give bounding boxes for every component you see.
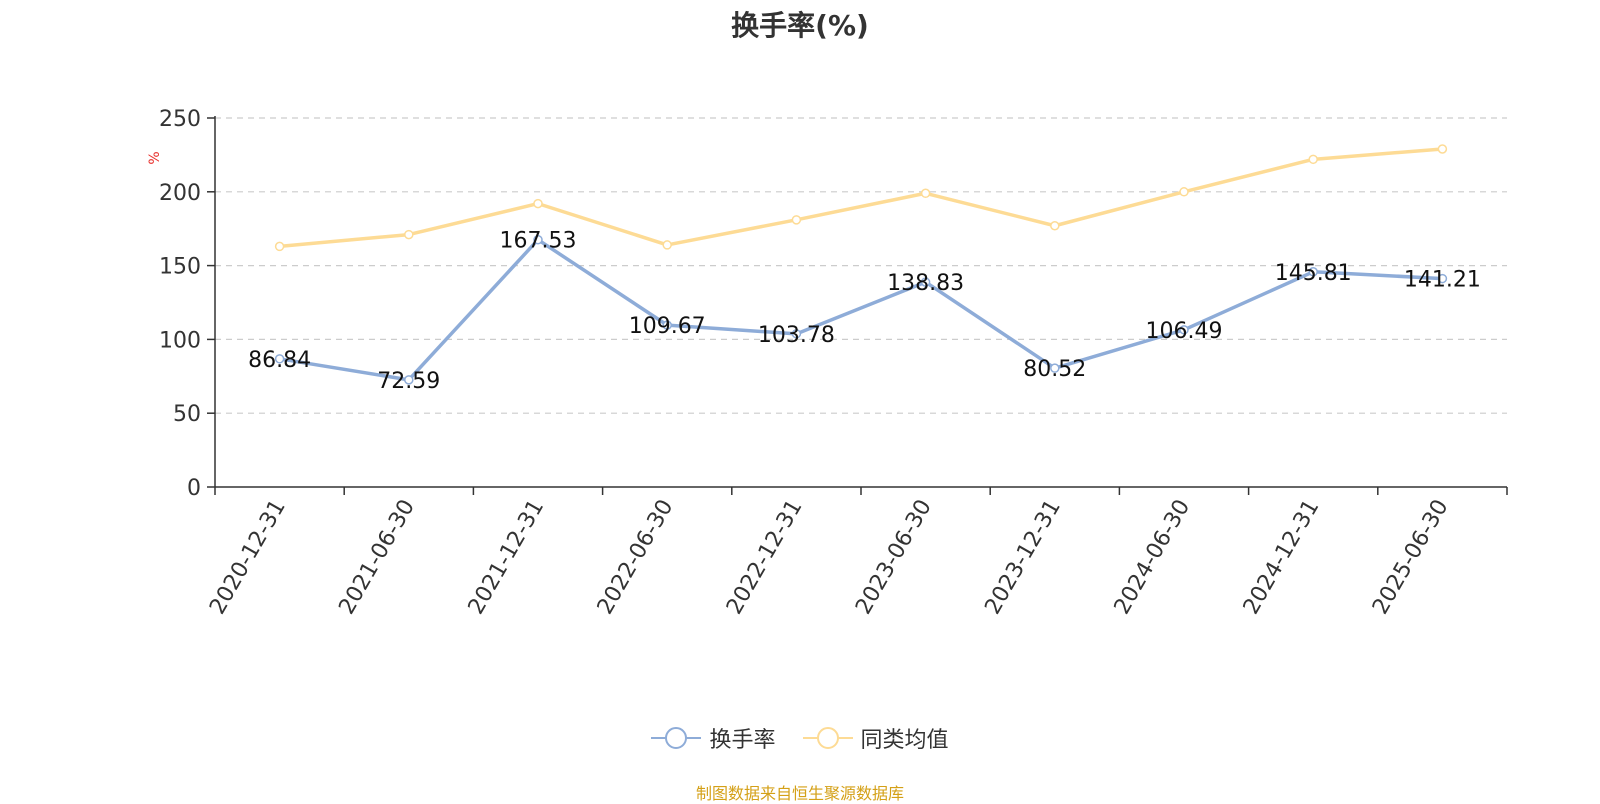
data-labels: 86.84 72.59 167.53 109.67 103.78 138.83 80.52 1… (248, 229, 1481, 394)
legend: 换手率 同类均值 (0, 722, 1600, 756)
data-point-peer-average (404, 229, 414, 240)
x-axis: 2020-12-31 2021-06-30 2021-12-31 2022-06-30… (205, 486, 1508, 619)
legend-line-circle-icon (802, 727, 853, 749)
data-point-turnover (1050, 363, 1060, 373)
x-tick-label: 2023-06-30 (851, 496, 937, 619)
data-point-turnover (791, 329, 802, 339)
y-tick-label: 0 (187, 476, 201, 501)
data-point-turnover (1308, 267, 1318, 277)
data-point-turnover (533, 234, 543, 245)
x-tick-label: 2021-06-30 (334, 496, 420, 619)
chart-title: 换手率(%) (731, 9, 869, 42)
data-point-peer-average (791, 215, 802, 225)
data-label: 141.21 (1404, 268, 1481, 293)
data-label: 72.59 (377, 369, 440, 394)
data-point-peer-average (533, 198, 543, 209)
data-point-turnover (1179, 325, 1189, 335)
data-point-turnover (1437, 273, 1448, 284)
x-tick-label: 2021-12-31 (464, 496, 550, 619)
legend-item-turnover[interactable]: 换手率 (651, 722, 776, 754)
y-tick-label: 250 (159, 107, 201, 132)
data-point-peer-average (662, 240, 672, 250)
data-label: 138.83 (887, 271, 964, 296)
data-label: 80.52 (1023, 357, 1086, 382)
data-point-turnover (404, 375, 414, 385)
legend-label-peer-average: 同类均值 (860, 728, 949, 753)
series-lines (274, 144, 1448, 385)
y-tick-label: 200 (159, 181, 201, 206)
y-tick-label: 150 (159, 255, 201, 280)
data-point-peer-average (1437, 144, 1448, 154)
x-tick-label: 2022-12-31 (722, 496, 808, 619)
data-label: 103.78 (758, 323, 835, 348)
x-tick-label: 2024-06-30 (1110, 496, 1196, 619)
legend-line-circle-icon (651, 727, 702, 749)
data-label: 106.49 (1146, 319, 1223, 344)
data-label: 86.84 (248, 348, 311, 373)
data-label: 145.81 (1275, 261, 1352, 286)
series-line-peer-average (279, 147, 1443, 249)
x-tick-label: 2020-12-31 (205, 496, 291, 619)
x-tick-label: 2023-12-31 (980, 496, 1066, 619)
data-label: 167.53 (500, 229, 577, 254)
series-line-turnover (279, 237, 1443, 382)
data-label: 109.67 (629, 314, 706, 339)
data-point-peer-average (1050, 220, 1060, 231)
y-axis-label: % (147, 151, 163, 164)
data-point-peer-average (1179, 187, 1189, 197)
x-tick-label: 2025-06-30 (1368, 496, 1454, 619)
legend-item-peer-average[interactable]: 同类均值 (802, 722, 949, 754)
data-point-turnover (920, 277, 931, 287)
legend-label-turnover: 换手率 (709, 728, 776, 753)
data-point-peer-average (920, 188, 931, 199)
x-tick-label: 2022-06-30 (593, 496, 679, 619)
x-tick-label: 2024-12-31 (1239, 496, 1325, 619)
data-point-peer-average (1308, 154, 1318, 165)
data-point-peer-average (274, 241, 285, 252)
data-point-turnover (274, 354, 285, 364)
y-tick-label: 100 (159, 328, 201, 353)
y-tick-label: 50 (173, 402, 201, 427)
data-point-turnover (662, 320, 672, 330)
y-axis: 0 50 100 150 200 250 (159, 107, 216, 501)
source-note: 制图数据来自恒生聚源数据库 (695, 784, 904, 803)
